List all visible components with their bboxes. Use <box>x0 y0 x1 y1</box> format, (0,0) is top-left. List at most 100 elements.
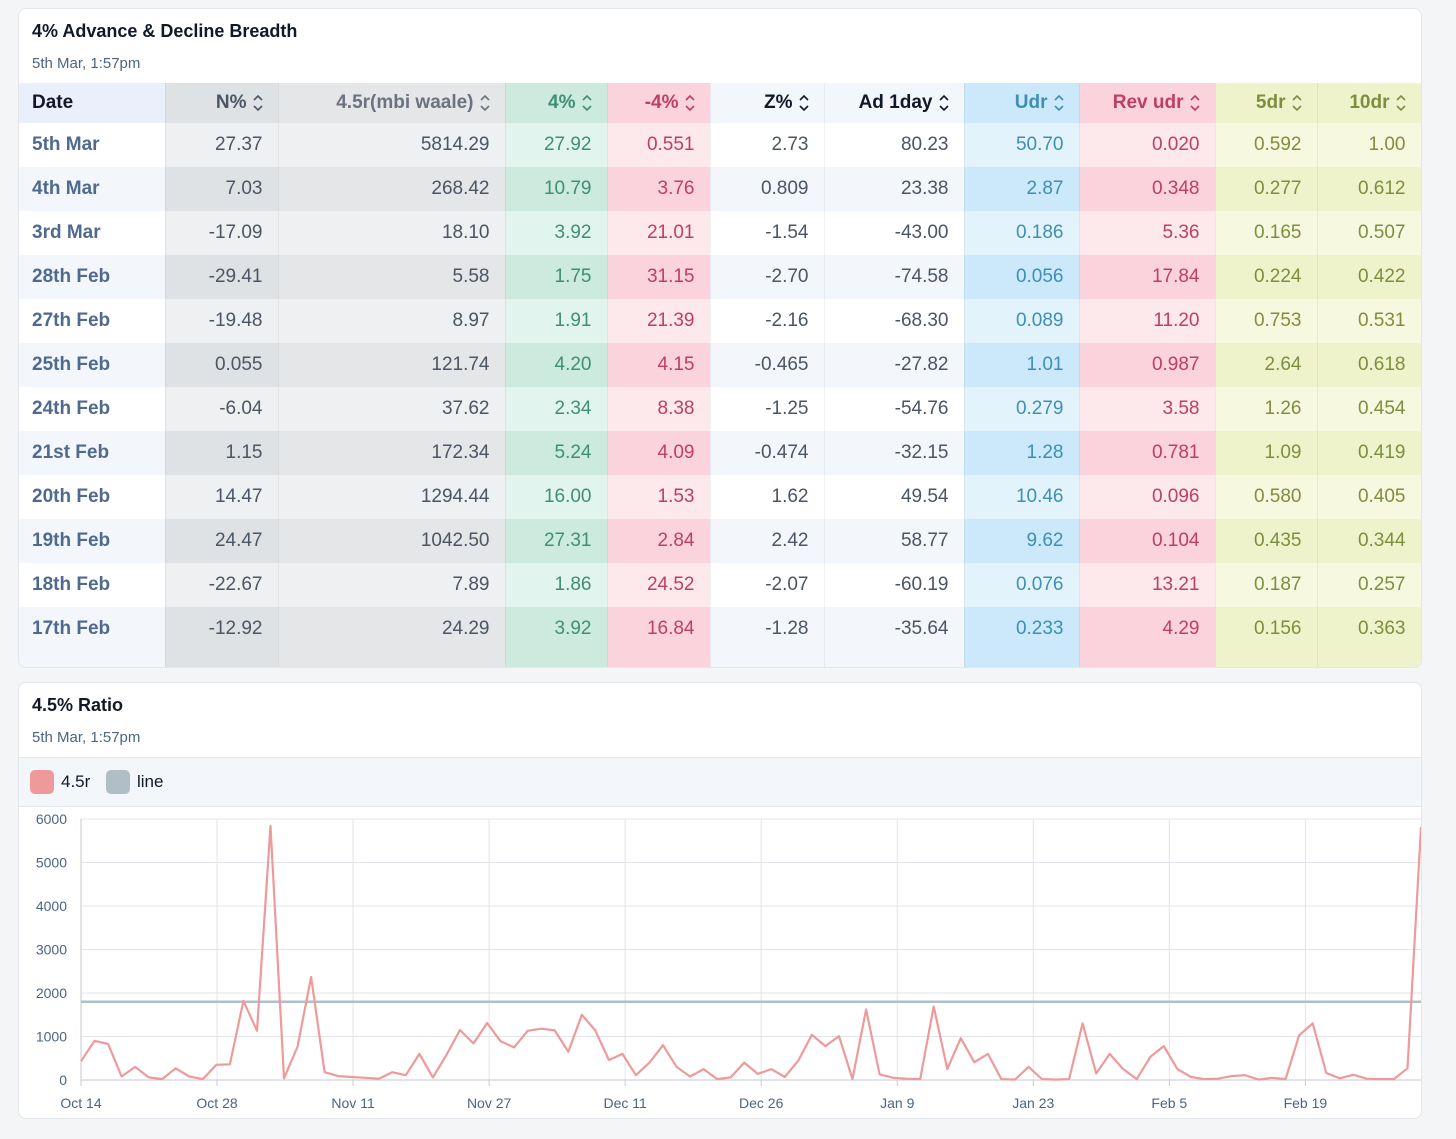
header-n-pct[interactable]: N% <box>165 83 279 123</box>
cell-dec-4pct: 4.15 <box>607 343 711 387</box>
cell-ad-1day: 80.23 <box>824 123 965 167</box>
table-row[interactable]: 18th Feb -22.67 7.89 1.86 24.52 -2.07 -60.19 0.… <box>19 563 1421 607</box>
sort-icon[interactable] <box>1053 94 1064 112</box>
header-dec-4pct[interactable]: -4% <box>607 83 711 123</box>
table-row[interactable]: 4th Mar 7.03 268.42 10.79 3.76 0.809 23.38 2.87… <box>19 167 1421 211</box>
cell-ratio-4-5r: 24.29 <box>278 607 506 651</box>
cell-ad-1day: -68.30 <box>824 299 965 343</box>
cell-udr: 0.186 <box>964 211 1080 255</box>
cell-adv-4pct: 3.92 <box>505 607 608 651</box>
cell-date: 28th Feb <box>19 255 166 299</box>
x-tick-label: Dec 11 <box>603 1095 647 1111</box>
cell-z-pct: -1.25 <box>710 387 825 431</box>
cell-adv-4pct: 5.24 <box>505 431 608 475</box>
table-row[interactable]: 28th Feb -29.41 5.58 1.75 31.15 -2.70 -74.58 0.… <box>19 255 1421 299</box>
cell-dec-4pct: 31.15 <box>607 255 711 299</box>
empty-cell <box>710 651 825 667</box>
x-tick-label: Jan 23 <box>1012 1095 1054 1111</box>
cell-ad-1day: 58.77 <box>824 519 965 563</box>
cell-udr: 1.28 <box>964 431 1080 475</box>
legend-item-4-5r[interactable]: 4.5r <box>30 770 90 794</box>
header-label: 4.5r(mbi waale) <box>336 92 474 113</box>
table-row[interactable]: 20th Feb 14.47 1294.44 16.00 1.53 1.62 49.54 10… <box>19 475 1421 519</box>
cell-n-pct: 0.055 <box>165 343 279 387</box>
table-row[interactable]: 27th Feb -19.48 8.97 1.91 21.39 -2.16 -68.30 0.… <box>19 299 1421 343</box>
header-udr[interactable]: Udr <box>964 83 1080 123</box>
cell-z-pct: 1.62 <box>710 475 825 519</box>
sort-icon[interactable] <box>684 94 695 112</box>
cell-ad-1day: -27.82 <box>824 343 965 387</box>
header-ad-1day[interactable]: Ad 1day <box>824 83 965 123</box>
cell-adv-4pct: 2.34 <box>505 387 608 431</box>
cell-ad-1day: 49.54 <box>824 475 965 519</box>
cell-z-pct: 2.42 <box>710 519 825 563</box>
cell-ratio-4-5r: 1294.44 <box>278 475 506 519</box>
cell-n-pct: -17.09 <box>165 211 279 255</box>
header-ratio-4-5r[interactable]: 4.5r(mbi waale) <box>278 83 506 123</box>
cell-udr: 0.233 <box>964 607 1080 651</box>
sort-icon[interactable] <box>581 94 592 112</box>
cell-dec-4pct: 4.09 <box>607 431 711 475</box>
cell-dec-4pct: 21.01 <box>607 211 711 255</box>
cell-10dr: 0.612 <box>1317 167 1421 211</box>
empty-cell <box>607 651 711 667</box>
cell-rev-udr: 0.020 <box>1079 123 1216 167</box>
header-date[interactable]: Date <box>19 83 166 123</box>
table-row[interactable]: 3rd Mar -17.09 18.10 3.92 21.01 -1.54 -43.00 0.… <box>19 211 1421 255</box>
table-row[interactable]: 25th Feb 0.055 121.74 4.20 4.15 -0.465 -27.82 1… <box>19 343 1421 387</box>
header-adv-4pct[interactable]: 4% <box>505 83 608 123</box>
table-row[interactable]: 24th Feb -6.04 37.62 2.34 8.38 -1.25 -54.76 0.2… <box>19 387 1421 431</box>
sort-icon[interactable] <box>1395 94 1406 112</box>
cell-date: 19th Feb <box>19 519 166 563</box>
cell-date: 5th Mar <box>19 123 166 167</box>
cell-udr: 10.46 <box>964 475 1080 519</box>
sort-icon[interactable] <box>798 94 809 112</box>
cell-date: 18th Feb <box>19 563 166 607</box>
cell-ad-1day: -54.76 <box>824 387 965 431</box>
sort-icon[interactable] <box>1291 94 1302 112</box>
sort-icon[interactable] <box>479 94 490 112</box>
cell-n-pct: -29.41 <box>165 255 279 299</box>
cell-5dr: 0.277 <box>1215 167 1318 211</box>
cell-dec-4pct: 1.53 <box>607 475 711 519</box>
table-scroll-area[interactable]: Date N% 4.5r(mbi waale) 4% -4% Z% Ad 1day Udr Re… <box>19 83 1421 667</box>
table-row[interactable]: 19th Feb 24.47 1042.50 27.31 2.84 2.42 58.77 9.… <box>19 519 1421 563</box>
cell-adv-4pct: 1.86 <box>505 563 608 607</box>
cell-5dr: 0.156 <box>1215 607 1318 651</box>
table-row[interactable]: 21st Feb 1.15 172.34 5.24 4.09 -0.474 -32.15 1.… <box>19 431 1421 475</box>
header-5dr[interactable]: 5dr <box>1215 83 1318 123</box>
header-10dr[interactable]: 10dr <box>1317 83 1421 123</box>
header-label: 5dr <box>1255 92 1286 113</box>
cell-5dr: 0.753 <box>1215 299 1318 343</box>
empty-cell <box>1215 651 1318 667</box>
cell-ratio-4-5r: 268.42 <box>278 167 506 211</box>
sort-icon[interactable] <box>938 94 949 112</box>
cell-date: 25th Feb <box>19 343 166 387</box>
sort-icon[interactable] <box>252 94 263 112</box>
table-card-title: 4% Advance & Decline Breadth <box>32 21 298 41</box>
legend-item-line[interactable]: line <box>106 770 163 794</box>
cell-z-pct: 0.809 <box>710 167 825 211</box>
ratio-line-chart: 0 1000 2000 3000 4000 5000 6000 Oct 14 Oct 28 Nov… <box>36 811 1421 1111</box>
header-z-pct[interactable]: Z% <box>710 83 825 123</box>
x-tick-label: Feb 19 <box>1284 1095 1328 1111</box>
table-row[interactable]: 17th Feb -12.92 24.29 3.92 16.84 -1.28 -35.64 0… <box>19 607 1421 651</box>
table-row[interactable]: 5th Mar 27.37 5814.29 27.92 0.551 2.73 80.23 50… <box>19 123 1421 167</box>
chart-card-title: 4.5% Ratio <box>32 695 124 715</box>
cell-dec-4pct: 21.39 <box>607 299 711 343</box>
header-label: 4% <box>548 92 576 113</box>
cell-10dr: 0.257 <box>1317 563 1421 607</box>
cell-ratio-4-5r: 5814.29 <box>278 123 506 167</box>
legend-label-4-5r: 4.5r <box>61 772 91 791</box>
cell-adv-4pct: 27.31 <box>505 519 608 563</box>
table-row-partial <box>19 651 1421 667</box>
cell-ad-1day: -43.00 <box>824 211 965 255</box>
cell-rev-udr: 13.21 <box>1079 563 1216 607</box>
breadth-table-card: 4% Advance & Decline Breadth 5th Mar, 1:… <box>18 8 1422 668</box>
ratio-chart-card: 4.5% Ratio 5th Mar, 1:57pm 4.5r line 0 10… <box>18 682 1422 1119</box>
sort-icon[interactable] <box>1189 94 1200 112</box>
cell-5dr: 0.165 <box>1215 211 1318 255</box>
x-tick-label: Oct 28 <box>196 1095 237 1111</box>
cell-z-pct: -0.474 <box>710 431 825 475</box>
header-rev-udr[interactable]: Rev udr <box>1079 83 1216 123</box>
